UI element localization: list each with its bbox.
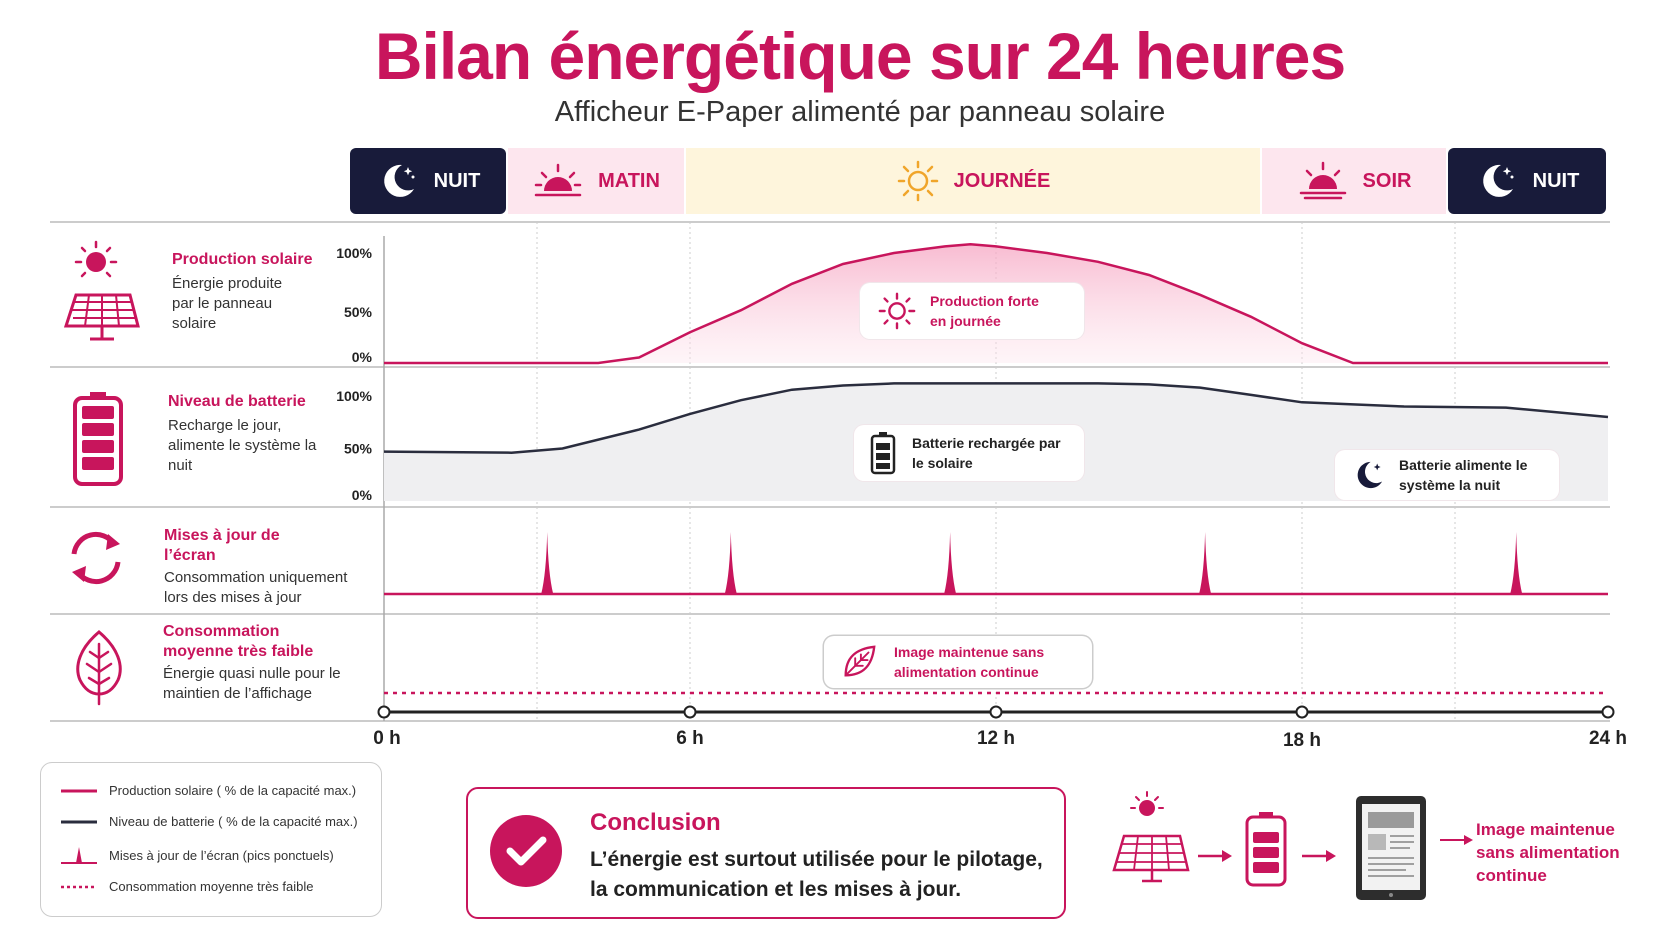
sun-icon [897, 160, 938, 202]
legend-swatch [61, 847, 97, 864]
phase-label: NUIT [1532, 169, 1580, 192]
row-title: Production solaire [172, 251, 313, 268]
conclusion-text: L’énergie est surtout utilisée pour le p… [590, 848, 1043, 901]
sun-icon [878, 292, 916, 330]
arrow-icon [1198, 850, 1232, 862]
x-tick-label: 18 h [1283, 730, 1321, 751]
energy-flow-diagram [1112, 791, 1426, 900]
row-title: Mises à jour de l’écran [164, 527, 280, 564]
phase-label: JOURNÉE [953, 169, 1051, 192]
moon-icon [1357, 461, 1383, 489]
legend-label: Consommation moyenne très faible [109, 879, 314, 894]
x-tick-label: 0 h [373, 728, 400, 749]
annotation-battery-night: Batterie alimente le système la nuit [1335, 450, 1559, 500]
x-tick-marker [989, 705, 1003, 719]
row-label-updates: Mises à jour de l’écran Consommation uni… [164, 526, 374, 608]
page-subtitle: Afficheur E-Paper alimenté par panneau s… [554, 96, 1166, 128]
phase-evening: SOIR [1262, 148, 1446, 214]
y-tick-label: 100% [336, 245, 372, 261]
row-title: Niveau de batterie [168, 393, 306, 410]
legend-swatch [61, 789, 97, 792]
battery-icon [870, 432, 896, 475]
conclusion-box: Conclusion L’énergie est surtout utilisé… [466, 787, 1066, 919]
moon-icon [383, 164, 415, 197]
y-tick-label: 0% [352, 487, 373, 503]
legend-item-battery: Niveau de batterie ( % de la capacité ma… [61, 814, 358, 829]
update-peak [944, 532, 957, 594]
conclusion-title: Conclusion [590, 809, 721, 836]
sunrise-icon [534, 163, 582, 197]
x-tick-label: 12 h [977, 728, 1015, 749]
legend-swatch [61, 820, 97, 823]
e-paper-display-icon [1356, 796, 1426, 900]
moon-icon [1482, 164, 1514, 197]
annotation-image-kept: Image maintenue sans alimentation contin… [824, 636, 1092, 688]
phase-label: MATIN [598, 169, 660, 192]
x-tick-label: 6 h [676, 728, 703, 749]
row-title: Consommation moyenne très faible [163, 623, 314, 660]
sunset-icon [1299, 161, 1346, 200]
annotation-text: Batterie alimente le système la nuit [1399, 457, 1528, 493]
row-label-consumption: Consommation moyenne très faible Énergie… [163, 622, 373, 704]
y-tick-label: 100% [336, 388, 372, 404]
x-tick-marker [1295, 705, 1309, 719]
solar-panel-icon [1112, 791, 1190, 883]
annotation-battery-charged: Batterie rechargée par le solaire [854, 425, 1084, 481]
legend-label: Mises à jour de l’écran (pics ponctuels) [109, 847, 334, 863]
x-tick-label: 24 h [1589, 728, 1627, 749]
x-tick-marker [377, 705, 391, 719]
annotation-text: Image maintenue sans alimentation contin… [894, 644, 1045, 680]
annotation-text: Batterie rechargée par le solaire [912, 435, 1061, 471]
x-tick-marker [1601, 705, 1615, 719]
update-peak [724, 532, 737, 594]
flow-caption: Image maintenue sans alimentation contin… [1476, 820, 1620, 885]
phase-night-start: NUIT [350, 148, 506, 214]
solar-panel-icon [63, 240, 140, 341]
battery-icon [73, 392, 123, 486]
row-description: Énergie produite par le panneau solaire [172, 275, 283, 332]
solar-line [384, 242, 1608, 365]
legend: Production solaire ( % de la capacité ma… [40, 762, 382, 917]
annotation-text: Production forte en journée [930, 293, 1039, 329]
row-description: Consommation uniquement lors des mises à… [164, 569, 348, 606]
legend-label: Niveau de batterie ( % de la capacité ma… [109, 814, 358, 829]
row-description: Énergie quasi nulle pour le maintien de … [163, 665, 341, 702]
x-tick-marker [683, 705, 697, 719]
legend-item-solar: Production solaire ( % de la capacité ma… [61, 783, 356, 798]
update-peak [1199, 532, 1212, 594]
battery-line [383, 382, 1609, 454]
row-label-solar: Production solaire Énergie produite par … [172, 250, 352, 334]
leaf-icon [844, 645, 876, 677]
legend-label: Production solaire ( % de la capacité ma… [109, 783, 357, 798]
y-tick-label: 50% [344, 441, 373, 457]
row-label-battery: Niveau de batterie Recharge le jour, ali… [168, 392, 358, 476]
phase-night-end: NUIT [1448, 148, 1606, 214]
update-peak [1510, 532, 1523, 594]
legend-swatch [61, 885, 97, 888]
leaf-icon [76, 630, 122, 706]
y-tick-label: 50% [344, 304, 373, 320]
arrow-icon [1440, 835, 1473, 845]
legend-item-consumption: Consommation moyenne très faible [61, 879, 314, 894]
annotation-solar-peak: Production forte en journée [860, 283, 1084, 339]
phase-label: NUIT [433, 169, 481, 192]
legend-item-updates: Mises à jour de l’écran (pics ponctuels) [61, 845, 334, 865]
page-title: Bilan énergétique sur 24 heures [374, 19, 1346, 93]
row-description: Recharge le jour, alimente le système la… [168, 417, 317, 474]
check-circle-icon [490, 815, 562, 887]
battery-icon [1245, 812, 1287, 887]
refresh-icon [71, 532, 121, 584]
phase-day: JOURNÉE [686, 148, 1260, 214]
arrow-icon [1302, 850, 1336, 862]
update-peak [541, 532, 554, 594]
phase-label: SOIR [1362, 169, 1412, 192]
y-tick-label: 0% [352, 349, 373, 365]
phase-morning: MATIN [508, 148, 684, 214]
